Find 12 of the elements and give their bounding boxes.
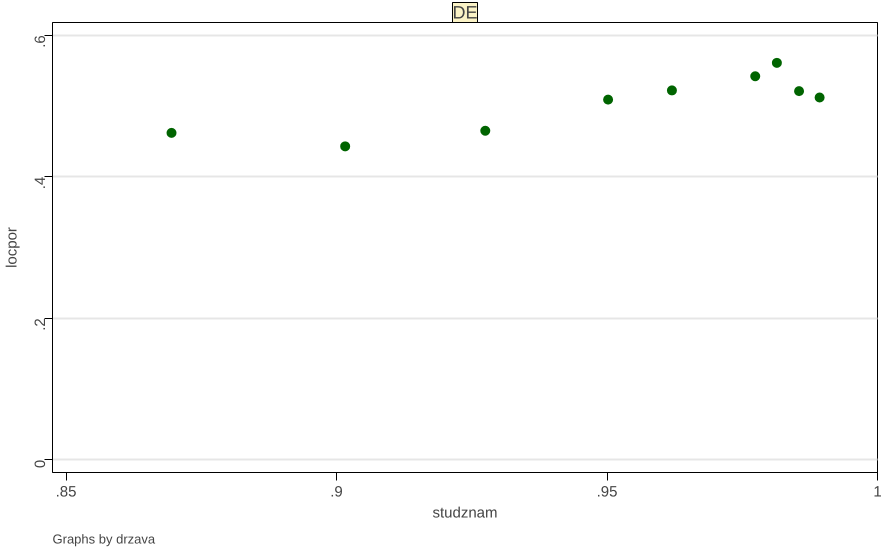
x-tick-label: .95 bbox=[596, 484, 618, 500]
text: Graphs by drzava bbox=[52, 532, 156, 546]
y-axis-title: locpor bbox=[4, 227, 20, 268]
y-tick-label: .4 bbox=[32, 176, 49, 190]
chart-title: DE bbox=[452, 2, 478, 22]
x-tick-label: .85 bbox=[56, 484, 76, 500]
x-axis-title: studznam bbox=[432, 504, 498, 522]
y-tick-label: .2 bbox=[32, 318, 49, 331]
y-tick-label: .6 bbox=[32, 35, 49, 48]
x-tick-label: 1 bbox=[873, 484, 882, 500]
x-tick-label: .9 bbox=[330, 484, 343, 500]
y-tick-label: 0 bbox=[32, 460, 49, 468]
